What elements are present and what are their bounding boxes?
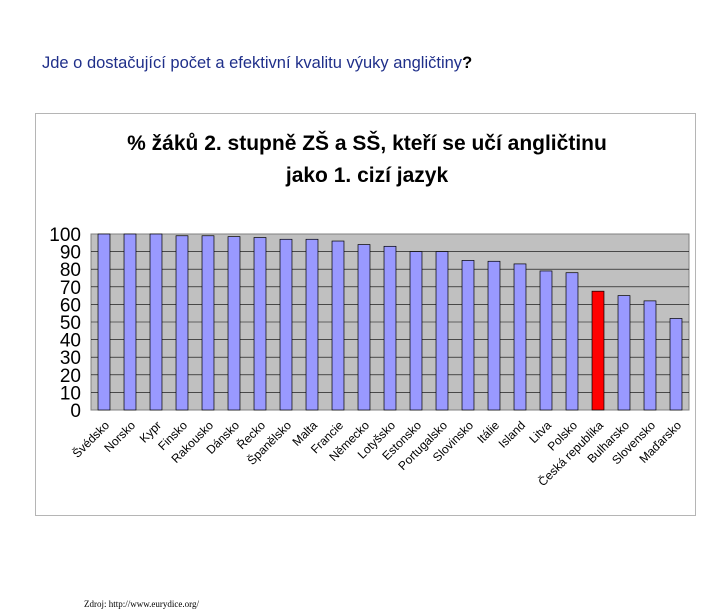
bar-slovinsko [461, 260, 475, 411]
bar-island [513, 263, 527, 411]
bar-dansko [227, 236, 241, 411]
bars [97, 233, 683, 411]
x-axis-tick-labels: ŠvédskoNorskoKyprFinskoRakouskoDánskoŘec… [69, 417, 684, 489]
bar-spanelsko [279, 238, 293, 411]
y-tick-label-20: 20 [60, 366, 81, 387]
bar-nemecko [357, 244, 371, 411]
bar-svedsko [97, 233, 111, 411]
bar-polsko [565, 272, 579, 411]
bar-litva [539, 270, 553, 411]
source-note: Zdroj: http://www.eurydice.org/ [84, 599, 199, 609]
slide-title: Jde o dostačující počet a efektivní kval… [42, 54, 472, 73]
bar-recko [253, 237, 267, 411]
bar-chart: % žáků 2. stupně ZŠ a SŠ, kteří se učí a… [49, 131, 690, 489]
slide-title-text: Jde o dostačující počet a efektivní kval… [42, 54, 463, 72]
bar-malta [305, 238, 319, 411]
bar-portugalsko [435, 251, 449, 411]
y-tick-label-10: 10 [60, 383, 81, 404]
bar-estonsko [409, 251, 423, 411]
slide-title-question-mark: ? [462, 54, 473, 72]
x-tick-label-island: Island [496, 418, 529, 451]
bar-rakousko [201, 235, 215, 411]
chart-title-line-2: jako 1. cizí jazyk [285, 164, 449, 187]
bar-madarsko [669, 318, 683, 411]
bar-italie [487, 260, 501, 411]
x-tick-label-svedsko: Švédsko [69, 417, 112, 460]
bar-ceska-republika [591, 290, 605, 411]
y-tick-label-70: 70 [60, 278, 81, 299]
y-tick-label-30: 30 [60, 348, 81, 369]
y-tick-label-40: 40 [60, 331, 81, 352]
bar-kypr [149, 233, 163, 411]
y-tick-label-50: 50 [60, 313, 81, 334]
bar-bulharsko [617, 295, 631, 411]
y-tick-label-0: 0 [70, 401, 81, 422]
chart-frame: % žáků 2. stupně ZŠ a SŠ, kteří se učí a… [35, 113, 696, 609]
chart-title-line-1: % žáků 2. stupně ZŠ a SŠ, kteří se učí a… [127, 131, 607, 155]
bar-francie [331, 240, 345, 411]
bar-slovensko [643, 300, 657, 411]
y-tick-label-90: 90 [60, 243, 81, 264]
y-tick-label-60: 60 [60, 295, 81, 316]
y-tick-label-80: 80 [60, 260, 81, 281]
bar-norsko [123, 233, 137, 411]
bar-lotyssko [383, 245, 397, 411]
bar-finsko [175, 235, 189, 411]
y-tick-label-100: 100 [49, 225, 81, 246]
